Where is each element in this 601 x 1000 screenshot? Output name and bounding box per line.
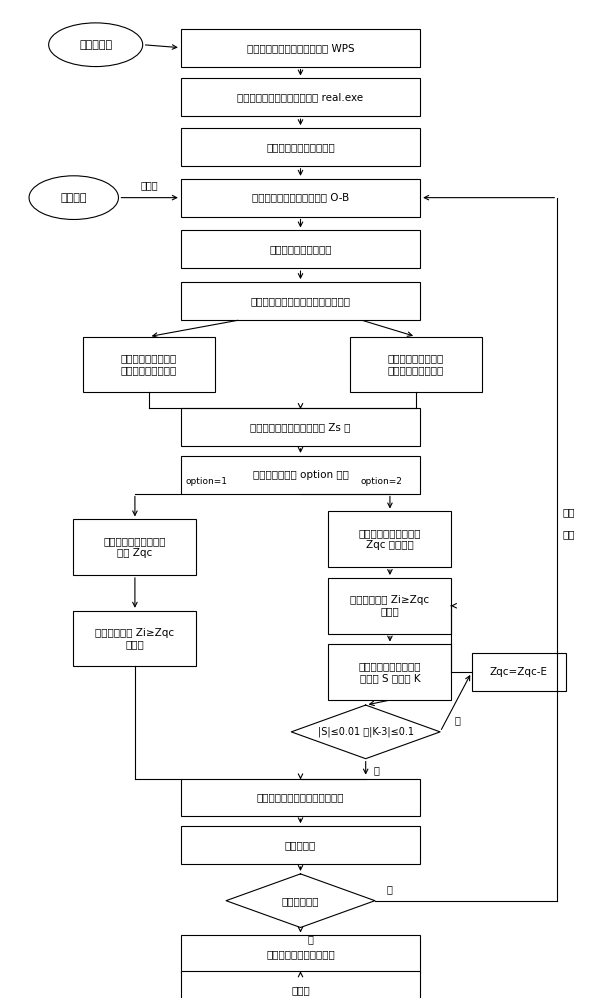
Text: 生成并导出差值数据集: 生成并导出差值数据集 [269, 244, 332, 254]
Text: 雷达资料: 雷达资料 [61, 193, 87, 203]
Text: 再分析资料: 再分析资料 [79, 40, 112, 50]
FancyBboxPatch shape [181, 935, 420, 973]
FancyBboxPatch shape [181, 282, 420, 320]
Text: 计算观测值与背景值的差值 O-B: 计算观测值与背景值的差值 O-B [252, 193, 349, 203]
Text: 输入数值天气预报初始化模块 real.exe: 输入数值天气预报初始化模块 real.exe [237, 92, 364, 102]
FancyBboxPatch shape [329, 511, 451, 567]
Text: 输入数值天气预报前处理模块 WPS: 输入数值天气预报前处理模块 WPS [246, 43, 355, 53]
Ellipse shape [29, 176, 118, 219]
Text: 删除数据集中 Zi≥Zqc
的资料: 删除数据集中 Zi≥Zqc 的资料 [350, 595, 430, 617]
Text: 否: 否 [386, 884, 392, 894]
Polygon shape [226, 874, 375, 927]
Text: 是: 是 [373, 766, 379, 776]
Text: 计算数据集中每个资料点的权重函数: 计算数据集中每个资料点的权重函数 [251, 296, 350, 306]
FancyBboxPatch shape [181, 230, 420, 268]
FancyBboxPatch shape [73, 519, 197, 575]
Ellipse shape [49, 23, 142, 67]
Text: Zqc=Zqc-E: Zqc=Zqc-E [490, 667, 548, 677]
Text: 计算数据集中每个资
料点的双权重平均值: 计算数据集中每个资 料点的双权重平均值 [121, 354, 177, 375]
Text: 用户根据科研需求自主
设定 Zqc: 用户根据科研需求自主 设定 Zqc [103, 536, 166, 558]
FancyBboxPatch shape [181, 971, 420, 1000]
Text: 用户根据业务需求启用
Zqc 的默认值: 用户根据业务需求启用 Zqc 的默认值 [359, 528, 421, 550]
Text: 计算数据集中每个资料点的 Zs 值: 计算数据集中每个资料点的 Zs 值 [250, 422, 351, 432]
Polygon shape [291, 705, 440, 759]
FancyBboxPatch shape [329, 578, 451, 634]
FancyBboxPatch shape [181, 179, 420, 217]
FancyBboxPatch shape [350, 337, 481, 392]
FancyBboxPatch shape [181, 456, 420, 494]
FancyBboxPatch shape [181, 78, 420, 116]
Text: 读取参数列表中 option 的值: 读取参数列表中 option 的值 [252, 470, 349, 480]
Text: 循环
同化: 循环 同化 [563, 507, 575, 539]
Text: 删除数据集中 Zi≥Zqc
的资料: 删除数据集中 Zi≥Zqc 的资料 [96, 628, 174, 649]
Text: 同化是否结束: 同化是否结束 [282, 896, 319, 906]
FancyBboxPatch shape [472, 653, 566, 691]
FancyBboxPatch shape [329, 644, 451, 700]
FancyBboxPatch shape [181, 408, 420, 446]
FancyBboxPatch shape [73, 611, 197, 666]
Text: 否: 否 [454, 715, 460, 725]
FancyBboxPatch shape [181, 826, 420, 864]
Text: 输入数值天气预报资料同化模块: 输入数值天气预报资料同化模块 [257, 792, 344, 802]
Text: 计算数据集中剩余资料
的偏态 S 和峰度 K: 计算数据集中剩余资料 的偏态 S 和峰度 K [359, 661, 421, 683]
FancyBboxPatch shape [181, 29, 420, 67]
Text: |S|≤0.01 且|K-3|≤0.1: |S|≤0.01 且|K-3|≤0.1 [318, 727, 413, 737]
Text: 模式空间向观测空间投影: 模式空间向观测空间投影 [266, 142, 335, 152]
Text: 预处理: 预处理 [141, 180, 159, 190]
FancyBboxPatch shape [83, 337, 215, 392]
FancyBboxPatch shape [181, 779, 420, 816]
Text: option=2: option=2 [361, 477, 402, 486]
Text: 计算数据集中每个资
料点的双权重标准差: 计算数据集中每个资 料点的双权重标准差 [388, 354, 444, 375]
Text: 后处理: 后处理 [291, 985, 310, 995]
Text: 输出分析场: 输出分析场 [285, 840, 316, 850]
FancyBboxPatch shape [181, 128, 420, 166]
Text: 输入数值天气预报主模块: 输入数值天气预报主模块 [266, 949, 335, 959]
Text: option=1: option=1 [186, 477, 228, 486]
Text: 是: 是 [308, 934, 314, 944]
